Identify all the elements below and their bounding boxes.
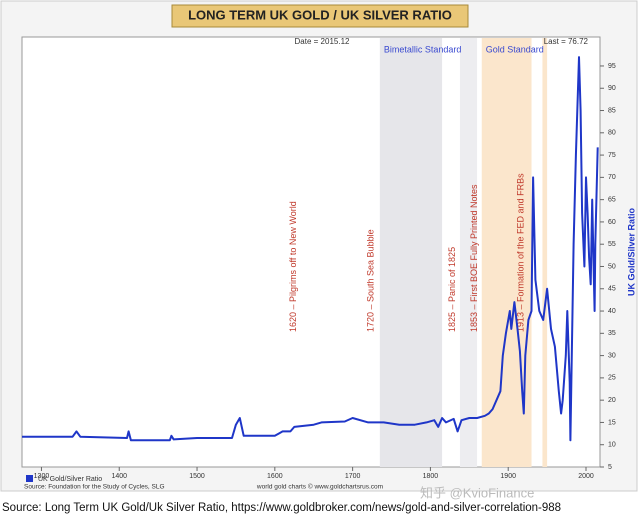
- y-tick-label: 90: [608, 85, 616, 92]
- x-tick-label: 1600: [267, 473, 283, 480]
- y-tick-label: 65: [608, 196, 616, 203]
- region: [542, 38, 548, 467]
- region: [379, 38, 443, 467]
- y-tick-label: 85: [608, 107, 616, 114]
- y-tick-label: 30: [608, 352, 616, 359]
- annotation: 1853 – First BOE Fully Printed Notes: [469, 184, 479, 332]
- legend-label: UK Gold/Silver Ratio: [38, 476, 102, 483]
- x-tick-label: 1700: [345, 473, 361, 480]
- x-tick-label: 1300: [34, 473, 50, 480]
- y-tick-label: 60: [608, 219, 616, 226]
- y-tick-label: 15: [608, 419, 616, 426]
- x-tick-label: 2000: [578, 473, 594, 480]
- caption: Source: Long Term UK Gold/Uk Silver Rati…: [2, 502, 561, 514]
- chart-title: LONG TERM UK GOLD / UK SILVER RATIO: [188, 7, 452, 22]
- region: [459, 38, 478, 467]
- x-tick-label: 1500: [189, 473, 205, 480]
- annotation: 1720 – South Sea Bubble: [366, 229, 376, 332]
- y-tick-label: 10: [608, 442, 616, 449]
- region-label: Gold Standard: [486, 44, 544, 54]
- y-axis-label: UK Gold/Silver Ratio: [626, 207, 636, 296]
- y-tick-label: 45: [608, 286, 616, 293]
- annotation: 1620 – Pilgrims off to New World: [288, 201, 298, 332]
- series-line: [22, 56, 599, 442]
- date-label: Date = 2015.12: [295, 37, 350, 46]
- legend-swatch: [26, 475, 33, 482]
- y-tick-label: 75: [608, 152, 616, 159]
- y-tick-label: 50: [608, 263, 616, 270]
- annotation: 1913 – Formation of the FED and FRBs: [516, 173, 526, 332]
- y-tick-label: 70: [608, 174, 616, 181]
- y-tick-label: 80: [608, 130, 616, 137]
- y-tick-label: 35: [608, 330, 616, 337]
- y-tick-label: 5: [608, 464, 612, 471]
- annotation: 1825 – Panic of 1825: [447, 247, 457, 332]
- x-tick-label: 1400: [111, 473, 127, 480]
- y-tick-label: 95: [608, 63, 616, 70]
- last-label: Last = 76.72: [544, 37, 589, 46]
- watermark: 知乎 @KvioFinance: [420, 485, 534, 500]
- x-tick-label: 1800: [423, 473, 439, 480]
- x-tick-label: 1900: [500, 473, 516, 480]
- credit: world gold charts © www.goldchartsrus.co…: [256, 483, 383, 491]
- y-tick-label: 20: [608, 397, 616, 404]
- region-label: Bimetallic Standard: [384, 44, 462, 54]
- title-box: [171, 4, 469, 28]
- y-tick-label: 40: [608, 308, 616, 315]
- y-tick-label: 55: [608, 241, 616, 248]
- source: Source: Foundation for the Study of Cycl…: [24, 484, 165, 491]
- y-tick-label: 25: [608, 375, 616, 382]
